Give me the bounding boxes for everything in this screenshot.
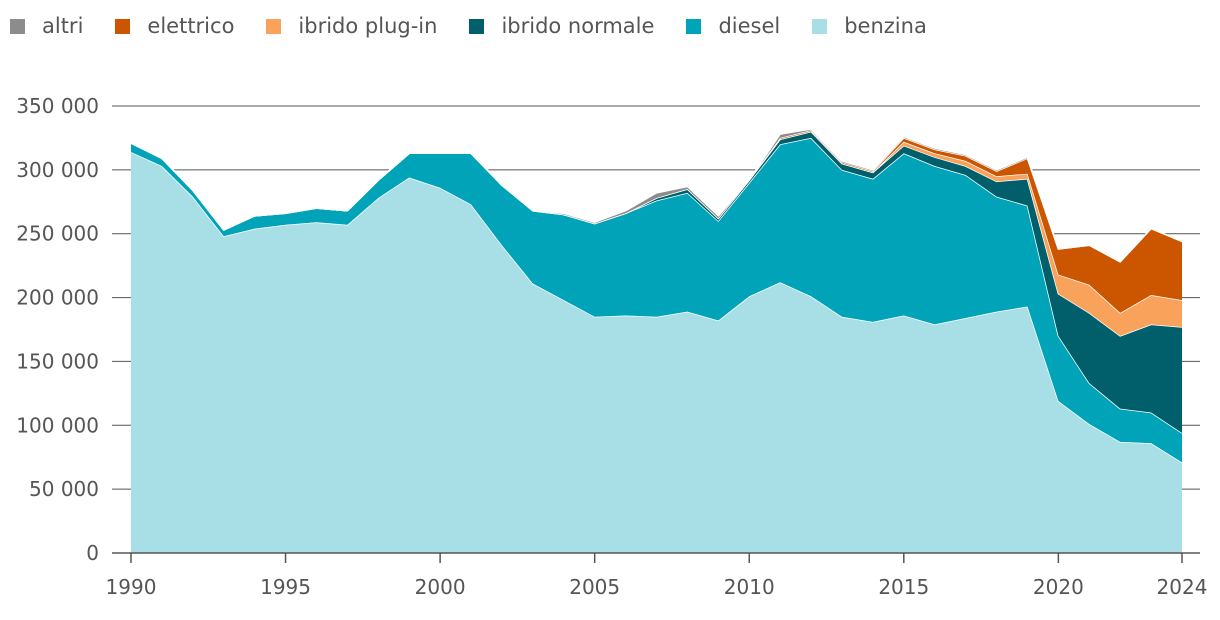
legend-label: diesel <box>718 14 781 38</box>
y-tick-label: 150 000 <box>16 349 99 373</box>
series-area-altri <box>131 128 1182 262</box>
y-tick-label: 350 000 <box>16 94 99 118</box>
x-tick-label: 2005 <box>569 575 620 599</box>
y-tick-label: 50 000 <box>29 477 99 501</box>
y-tick-label: 300 000 <box>16 158 99 182</box>
x-tick-label: 1995 <box>260 575 311 599</box>
x-tick-label: 2015 <box>878 575 929 599</box>
legend-item: ibrido normale <box>469 14 654 38</box>
legend-swatch <box>469 18 485 34</box>
y-tick-label: 200 000 <box>16 286 99 310</box>
axes: 0 50 000 100 000 150 000 200 000 250 000 300 0… <box>16 94 1207 599</box>
legend-item: ibrido plug-in <box>266 14 437 38</box>
legend-swatch <box>686 18 702 34</box>
legend-swatch <box>10 18 25 34</box>
series-edge-altri <box>130 128 1183 263</box>
legend: altri elettrico ibrido plug-in ibrido norma… <box>10 12 959 40</box>
series-area-benzina <box>131 151 1182 554</box>
areas <box>130 128 1183 554</box>
legend-label: altri <box>42 14 84 38</box>
x-tick-label: 2000 <box>415 575 466 599</box>
x-tick-label: 2024 <box>1157 575 1208 599</box>
legend-label: benzina <box>844 14 927 38</box>
legend-swatch <box>115 18 131 34</box>
legend-item: elettrico <box>115 14 234 38</box>
legend-item: altri <box>10 14 83 38</box>
x-tick-label: 2020 <box>1033 575 1084 599</box>
y-tick-label: 250 000 <box>16 222 99 246</box>
x-tick-label: 2010 <box>724 575 775 599</box>
y-tick-label: 100 000 <box>16 413 99 437</box>
legend-label: ibrido plug-in <box>298 14 438 38</box>
series-area-diesel <box>131 137 1182 463</box>
legend-swatch <box>266 18 282 34</box>
y-tick-label: 0 <box>86 541 99 565</box>
legend-label: ibrido normale <box>501 14 655 38</box>
x-tick-label: 1990 <box>106 575 157 599</box>
legend-item: diesel <box>686 14 780 38</box>
legend-item: benzina <box>812 14 927 38</box>
legend-label: elettrico <box>147 14 235 38</box>
legend-swatch <box>812 18 828 34</box>
